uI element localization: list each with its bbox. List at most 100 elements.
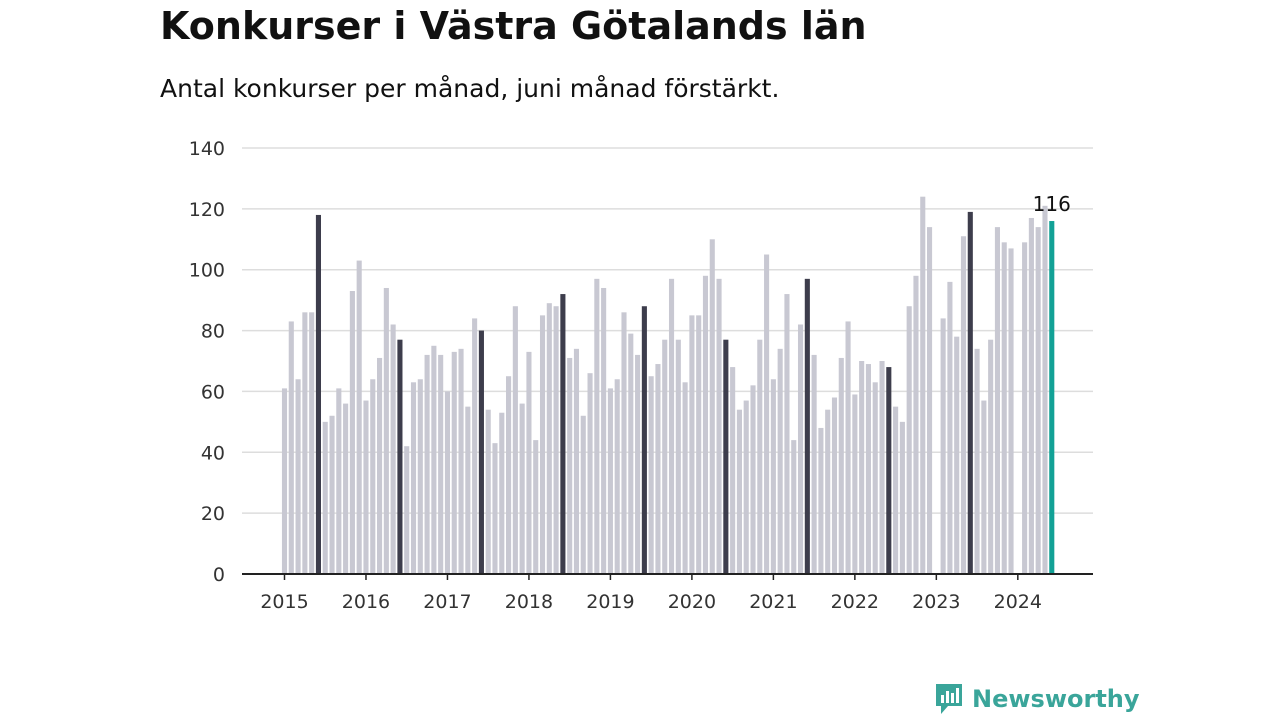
bar (607, 388, 613, 574)
bar (804, 278, 810, 574)
bar (506, 376, 512, 574)
x-tick-label: 2023 (912, 591, 960, 613)
bar (546, 303, 552, 574)
y-tick-label: 120 (189, 199, 225, 221)
chart-title: Konkurser i Västra Götalands län (160, 4, 867, 48)
bars (281, 196, 1055, 575)
x-tick-label: 2017 (423, 591, 471, 613)
bar (614, 379, 620, 574)
bar (967, 211, 973, 574)
bar (865, 364, 871, 574)
bar (696, 315, 702, 574)
newsworthy-logo-icon (936, 684, 962, 714)
axis-labels: 0 20 40 60 80 100 120 140 2015 2016 2017 2018 2019 20… (189, 138, 1071, 613)
bar (960, 236, 967, 574)
bar (410, 382, 417, 574)
brand-logo[interactable]: Newsworthy (934, 682, 1140, 716)
bar (363, 400, 369, 574)
bar (648, 376, 654, 574)
bar (655, 364, 661, 574)
bar (1035, 227, 1041, 574)
bar (628, 333, 634, 574)
y-tick-label: 80 (201, 321, 225, 343)
y-tick-label: 140 (189, 138, 225, 160)
bar (974, 348, 980, 574)
bar (757, 339, 763, 574)
bar (906, 306, 912, 574)
bar (526, 351, 532, 574)
bar (478, 330, 484, 574)
bar (940, 318, 946, 574)
bar (750, 385, 756, 574)
bar (879, 361, 885, 574)
bar (947, 281, 953, 574)
bar (730, 367, 736, 574)
bar (499, 412, 505, 574)
bar (811, 354, 817, 574)
bar (404, 446, 410, 574)
bar (539, 315, 546, 574)
bar (723, 339, 729, 574)
bar (472, 318, 478, 574)
bar (818, 427, 824, 574)
x-tick-label: 2022 (831, 591, 879, 613)
bar (1042, 205, 1048, 575)
bar (736, 409, 742, 574)
bar (689, 315, 695, 574)
bar (886, 367, 892, 574)
bar (397, 339, 403, 574)
bar (709, 239, 715, 575)
bar (899, 421, 905, 574)
bar (343, 403, 349, 574)
bar (512, 306, 518, 574)
y-tick-label: 40 (201, 442, 225, 464)
x-tick-label: 2021 (749, 591, 797, 613)
bar (383, 287, 389, 574)
bar (927, 227, 933, 574)
bar (831, 397, 838, 574)
bar (377, 357, 383, 574)
bar (560, 294, 566, 574)
bar (322, 421, 328, 574)
bar (444, 391, 451, 574)
bar (994, 227, 1000, 574)
bar (1001, 242, 1007, 575)
bar (641, 306, 647, 574)
bar (594, 278, 600, 574)
x-tick-label: 2016 (342, 591, 390, 613)
bar (791, 440, 797, 574)
bar (315, 214, 321, 574)
bar (845, 321, 851, 574)
bar (784, 294, 790, 574)
x-tick-label: 2015 (260, 591, 308, 613)
bar (438, 354, 444, 574)
brand-name: Newsworthy (972, 685, 1140, 713)
bar (1008, 248, 1014, 574)
bar (954, 336, 960, 574)
bar (675, 339, 681, 574)
bar (621, 312, 627, 574)
y-tick-label: 60 (201, 381, 225, 403)
bar (852, 394, 858, 574)
bar (859, 361, 865, 574)
bar (281, 388, 288, 574)
x-tick-label: 2018 (505, 591, 553, 613)
bar (295, 379, 301, 574)
bar (349, 291, 355, 574)
bar (567, 357, 573, 574)
bar (1028, 217, 1034, 574)
bar (465, 406, 471, 574)
bar (743, 400, 749, 574)
x-tick-label: 2020 (668, 591, 716, 613)
bar (329, 415, 335, 574)
bar (913, 275, 919, 574)
bar (451, 351, 457, 574)
bar (370, 379, 376, 574)
bar (492, 443, 498, 574)
bar (662, 339, 668, 574)
bar (356, 260, 362, 574)
y-tick-label: 100 (189, 260, 225, 282)
bar (431, 345, 437, 574)
bar (635, 354, 641, 574)
bar (797, 324, 804, 574)
